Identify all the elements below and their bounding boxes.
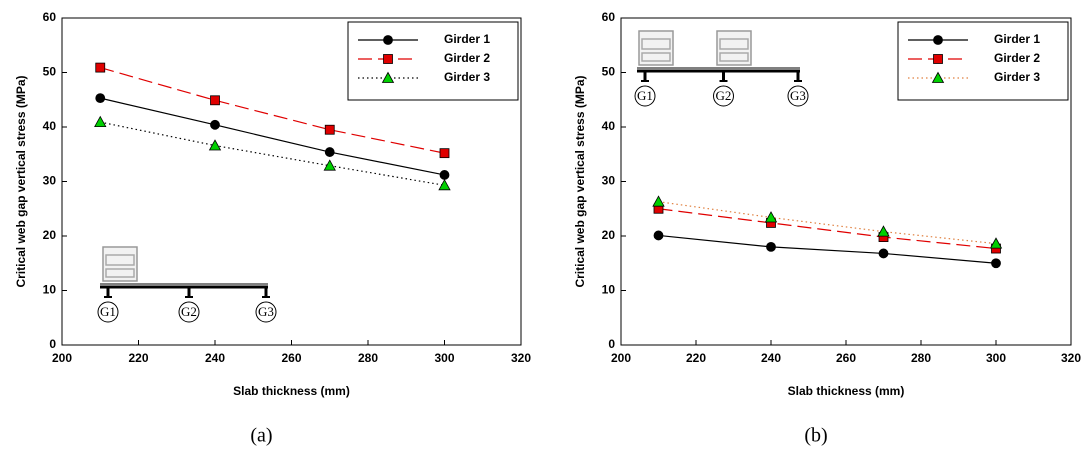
y-axis-label: Critical web gap vertical stress (MPa)	[573, 75, 587, 287]
y-tick-label: 30	[43, 174, 57, 188]
truck-icon	[641, 52, 671, 62]
x-tick-label: 200	[52, 351, 72, 365]
truck-icon	[638, 30, 674, 66]
point	[652, 195, 665, 207]
x-axis-label: Slab thickness (mm)	[788, 384, 905, 398]
point	[439, 170, 450, 180]
legend-box	[897, 21, 1069, 101]
y-tick-label: 60	[43, 10, 57, 24]
y-tick-label: 60	[602, 10, 616, 24]
bridge-diagram: G1 G2 G3	[634, 30, 809, 107]
girder-label: G1	[100, 304, 116, 319]
point	[324, 124, 335, 135]
x-tick-label: 260	[836, 351, 856, 365]
legend-label: Girder 2	[994, 51, 1040, 65]
point	[324, 147, 335, 157]
legend-marker	[933, 35, 943, 45]
girder-label: G3	[258, 304, 274, 319]
truck-icon	[719, 52, 749, 62]
point	[95, 62, 106, 73]
y-tick-label: 0	[608, 337, 615, 351]
x-tick-label: 240	[205, 351, 225, 365]
x-tick-label: 220	[686, 351, 706, 365]
y-tick-label: 20	[602, 228, 616, 242]
girder-label: G3	[790, 88, 806, 103]
x-tick-label: 280	[911, 351, 931, 365]
series-line	[100, 97, 445, 176]
girder-label: G1	[637, 88, 653, 103]
point	[210, 95, 220, 106]
x-tick-label: 200	[611, 351, 631, 365]
point	[95, 93, 106, 104]
point	[439, 148, 450, 159]
series-line	[100, 121, 445, 186]
bridge-diagram: G1 G2 G3	[97, 246, 277, 323]
y-tick-label: 0	[49, 337, 56, 351]
x-tick-label: 220	[128, 351, 148, 365]
point	[94, 115, 107, 127]
y-tick-label: 50	[43, 65, 57, 79]
series-line	[658, 208, 997, 250]
x-tick-label: 300	[434, 351, 454, 365]
y-tick-label: 40	[43, 119, 57, 133]
x-tick-label: 320	[511, 351, 531, 365]
legend-marker	[381, 71, 395, 83]
y-tick-label: 30	[602, 174, 616, 188]
truck-icon	[102, 246, 138, 282]
series-line	[658, 234, 997, 264]
caption: (a)	[250, 425, 272, 447]
x-tick-label: 260	[281, 351, 301, 365]
point	[989, 237, 1003, 249]
girder-circle	[713, 85, 734, 107]
girder-label: G2	[181, 304, 197, 319]
x-axis-label: Slab thickness (mm)	[233, 384, 350, 398]
truck-icon	[716, 30, 752, 66]
x-tick-label: 320	[1061, 351, 1081, 365]
legend-marker	[383, 35, 393, 45]
girder-circle	[255, 301, 277, 323]
point	[764, 211, 778, 223]
y-tick-label: 20	[43, 228, 57, 242]
series-line	[658, 201, 997, 245]
point	[323, 159, 336, 171]
legend-marker	[383, 54, 393, 64]
x-tick-label: 300	[986, 351, 1006, 365]
girder-circle	[787, 85, 809, 107]
x-tick-label: 240	[761, 351, 781, 365]
point	[991, 258, 1001, 269]
y-axis-label: Critical web gap vertical stress (MPa)	[14, 75, 28, 287]
girder-circle	[97, 301, 119, 323]
girder-label: G2	[716, 88, 732, 103]
legend-marker	[933, 54, 943, 64]
point	[878, 248, 889, 259]
legend-label: Girder 3	[444, 70, 490, 84]
truck-icon	[719, 38, 749, 50]
point	[766, 241, 776, 252]
point	[653, 230, 664, 241]
point	[210, 119, 220, 130]
y-tick-label: 40	[602, 119, 616, 133]
point	[438, 178, 451, 191]
legend-label: Girder 1	[444, 32, 490, 46]
point	[877, 225, 890, 237]
x-tick-label: 280	[358, 351, 378, 365]
y-tick-label: 10	[602, 283, 616, 297]
legend-label: Girder 1	[994, 32, 1040, 46]
legend-label: Girder 3	[994, 70, 1040, 84]
truck-icon	[641, 38, 671, 50]
truck-icon	[105, 268, 135, 278]
truck-icon	[105, 254, 135, 266]
point	[208, 139, 222, 151]
girder-circle	[178, 301, 200, 323]
legend-box	[347, 21, 519, 101]
caption: (b)	[804, 425, 827, 447]
legend-label: Girder 2	[444, 51, 490, 65]
legend-marker	[931, 71, 945, 83]
y-tick-label: 10	[43, 283, 57, 297]
girder-circle	[634, 85, 656, 107]
y-tick-label: 50	[602, 65, 616, 79]
